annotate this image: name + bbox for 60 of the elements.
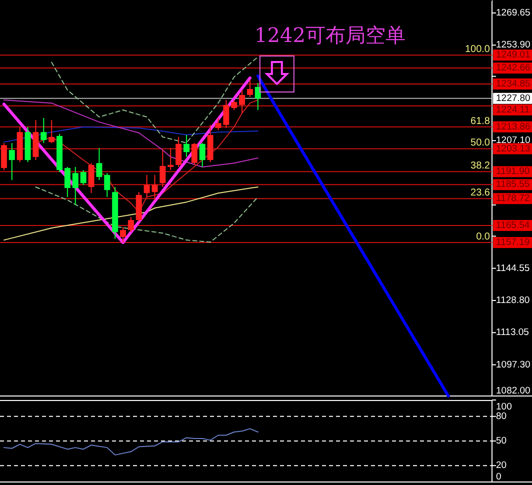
y-tick-label: 1269.65 — [496, 7, 530, 18]
y-tick-label: 20 — [496, 460, 507, 472]
candlestick — [72, 166, 78, 206]
y-tick-label: 80 — [496, 410, 507, 422]
annotation: 61.8 — [470, 116, 490, 127]
ref-line-label: 1178.72 — [496, 193, 530, 204]
line-series — [3, 126, 258, 143]
ref-line-label: 1157.19 — [496, 237, 530, 248]
annotation: 50.0 — [470, 138, 490, 149]
candlestick — [80, 170, 86, 186]
candlestick — [128, 216, 134, 233]
ref-line-label: 1227.80 — [496, 92, 530, 104]
annotation: 38.2 — [470, 160, 490, 172]
candlestick — [176, 136, 182, 168]
y-tick-label: 1097.30 — [496, 359, 530, 370]
line-series — [3, 186, 258, 241]
candlestick — [96, 147, 102, 181]
candlestick — [239, 90, 246, 114]
ref-line-label: 1234.85 — [496, 78, 530, 90]
candlestick — [40, 117, 47, 144]
y-tick-label: 100 — [496, 402, 512, 413]
ref-line-label: 1165.54 — [496, 220, 530, 231]
candlestick — [8, 142, 15, 181]
ref-line-label: 1191.90 — [496, 166, 530, 178]
y-tick-label: 1144.55 — [496, 262, 530, 274]
ref-line-label: 1242.66 — [496, 62, 530, 74]
candlestick — [88, 162, 94, 194]
annotation: 100.0 — [464, 44, 490, 56]
candlestick — [168, 147, 174, 171]
candlestick — [254, 82, 261, 111]
ref-line-label: 1249.01 — [496, 50, 530, 61]
line-series — [35, 186, 258, 243]
y-tick-label: 1082.00 — [496, 386, 530, 397]
candlestick — [183, 134, 190, 158]
ref-line-label: 1203.13 — [496, 143, 530, 154]
candlestick — [199, 142, 206, 168]
candlestick — [223, 100, 230, 128]
candlestick — [64, 166, 70, 198]
candlestick — [191, 142, 198, 166]
line-series — [3, 100, 258, 168]
y-tick-label: 1113.05 — [496, 327, 529, 338]
candlestick — [104, 172, 110, 198]
annotation: 23.6 — [470, 188, 490, 199]
line-series — [256, 74, 450, 398]
candlestick — [246, 80, 253, 98]
annotation: 0.0 — [476, 232, 490, 243]
candlestick — [231, 100, 238, 111]
y-tick-label: 1128.80 — [496, 294, 530, 306]
candlestick — [0, 142, 7, 171]
candlestick — [120, 226, 126, 243]
y-tick-label: 50 — [496, 436, 507, 447]
candlestick — [48, 120, 55, 144]
ref-line-label: 1224.11 — [496, 104, 530, 116]
ref-line-label: 1185.55 — [496, 179, 530, 190]
y-tick-label: 0 — [496, 472, 502, 483]
text: 1242可布局空单 — [254, 23, 406, 47]
ref-line-label: 1213.86 — [496, 121, 530, 132]
y-tick-label: 1253.90 — [496, 40, 530, 51]
candlestick — [160, 150, 166, 188]
candlestick — [215, 117, 222, 131]
